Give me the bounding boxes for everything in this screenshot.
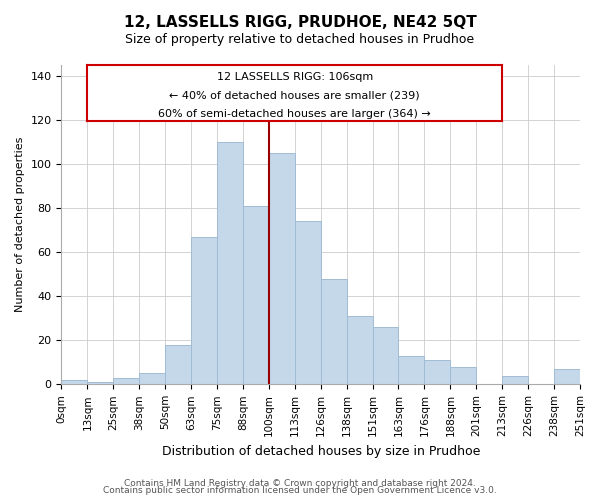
Bar xyxy=(451,366,476,384)
Bar xyxy=(139,374,165,384)
Bar xyxy=(269,153,295,384)
Text: Contains HM Land Registry data © Crown copyright and database right 2024.: Contains HM Land Registry data © Crown c… xyxy=(124,478,476,488)
Y-axis label: Number of detached properties: Number of detached properties xyxy=(15,137,25,312)
Bar xyxy=(243,206,269,384)
Bar xyxy=(373,327,398,384)
Bar xyxy=(61,380,88,384)
Bar xyxy=(321,278,347,384)
Bar xyxy=(554,369,580,384)
Text: 12, LASSELLS RIGG, PRUDHOE, NE42 5QT: 12, LASSELLS RIGG, PRUDHOE, NE42 5QT xyxy=(124,15,476,30)
Bar xyxy=(502,376,528,384)
Text: Size of property relative to detached houses in Prudhoe: Size of property relative to detached ho… xyxy=(125,32,475,46)
Bar xyxy=(424,360,451,384)
Bar xyxy=(113,378,139,384)
X-axis label: Distribution of detached houses by size in Prudhoe: Distribution of detached houses by size … xyxy=(161,444,480,458)
Bar xyxy=(295,222,321,384)
Bar xyxy=(88,382,113,384)
Bar xyxy=(191,237,217,384)
Bar xyxy=(398,356,424,384)
Bar xyxy=(165,344,191,385)
Bar xyxy=(217,142,243,384)
Bar xyxy=(347,316,373,384)
Text: Contains public sector information licensed under the Open Government Licence v3: Contains public sector information licen… xyxy=(103,486,497,495)
